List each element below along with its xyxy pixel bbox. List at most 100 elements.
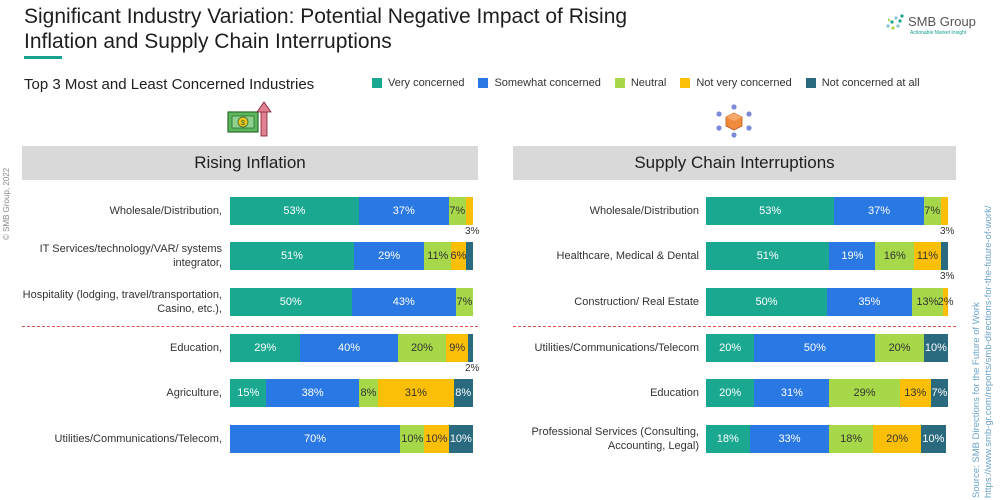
stacked-bar: 51% 29% 11% 6% bbox=[230, 242, 473, 270]
bar-segment bbox=[468, 334, 473, 362]
bar-segment: 19% bbox=[829, 242, 876, 270]
data-label: 2% bbox=[465, 363, 480, 374]
copyright-notice: © SMB Group, 2022 bbox=[2, 167, 11, 240]
bar-segment: 10% bbox=[923, 334, 948, 362]
category-label: Healthcare, Medical & Dental bbox=[556, 250, 699, 262]
data-label: 29% bbox=[254, 342, 277, 354]
source-line1: Source: SMB Directions for the Future of… bbox=[971, 302, 982, 498]
bar-segment bbox=[940, 197, 948, 225]
stacked-bar: 20% 31% 29% 13% 7% bbox=[706, 379, 948, 407]
data-label: 10% bbox=[922, 433, 945, 445]
legend-swatch bbox=[372, 78, 382, 88]
data-label: 37% bbox=[392, 205, 415, 217]
chart-subtitle: Top 3 Most and Least Concerned Industrie… bbox=[24, 76, 315, 93]
logo-dots-icon bbox=[886, 14, 904, 30]
supply-chain-group-divider bbox=[513, 326, 956, 327]
data-label: 70% bbox=[304, 433, 327, 445]
data-label: 3% bbox=[465, 226, 480, 237]
bar-segment: 10% bbox=[424, 425, 449, 453]
bar-segment: 15% bbox=[230, 379, 267, 407]
source-url[interactable]: https://www.smb-gr.com/reports/smb-direc… bbox=[983, 205, 994, 498]
data-label: 29% bbox=[853, 387, 876, 399]
category-label: Agriculture, bbox=[166, 387, 222, 399]
stacked-bar: 20% 50% 20% 10% bbox=[706, 334, 948, 362]
legend-label: Not concerned at all bbox=[821, 77, 920, 89]
data-label: 7% bbox=[924, 205, 941, 217]
category-label: Professional Services (Consulting, Accou… bbox=[531, 426, 699, 452]
data-label: 2% bbox=[937, 296, 954, 308]
data-label: 20% bbox=[719, 342, 742, 354]
data-label: 50% bbox=[755, 296, 778, 308]
bar-segment: 33% bbox=[749, 425, 830, 453]
bar-segment: 53% bbox=[706, 197, 835, 225]
legend-label: Somewhat concerned bbox=[494, 77, 601, 89]
data-label: 8% bbox=[360, 387, 377, 399]
bar-segment: 18% bbox=[829, 425, 873, 453]
inflation-panel-header: Rising Inflation bbox=[22, 146, 478, 180]
data-label: 10% bbox=[924, 342, 947, 354]
data-label: 53% bbox=[283, 205, 306, 217]
supply-chain-panel-header: Supply Chain Interruptions bbox=[513, 146, 956, 180]
bar-segment: 37% bbox=[358, 197, 449, 225]
chart-legend: Very concerned Somewhat concerned Neutral N… bbox=[372, 77, 920, 89]
data-label: 13% bbox=[916, 296, 939, 308]
bar-segment: 20% bbox=[706, 379, 755, 407]
data-label: 20% bbox=[886, 433, 909, 445]
data-label: 20% bbox=[719, 387, 742, 399]
bar-segment: 8% bbox=[453, 379, 473, 407]
stacked-bar: 50% 43% 7% bbox=[230, 288, 473, 316]
svg-text:$: $ bbox=[241, 120, 245, 127]
data-label: 9% bbox=[449, 342, 466, 354]
data-label: 7% bbox=[449, 205, 466, 217]
category-label: IT Services/technology/VAR/ systems inte… bbox=[39, 243, 222, 269]
legend-label: Not very concerned bbox=[696, 77, 792, 89]
bar-segment: 70% bbox=[230, 425, 401, 453]
data-label: 11% bbox=[916, 250, 938, 262]
bar-segment: 43% bbox=[351, 288, 456, 316]
bar-segment: 7% bbox=[455, 288, 473, 316]
money-rising-arrow-icon: $ bbox=[226, 100, 278, 145]
data-label: 3% bbox=[940, 271, 955, 282]
bar-segment bbox=[465, 197, 473, 225]
data-label: 50% bbox=[279, 296, 302, 308]
data-label: 31% bbox=[404, 387, 427, 399]
bar-segment: 29% bbox=[829, 379, 900, 407]
data-label: 18% bbox=[840, 433, 863, 445]
inflation-group-divider bbox=[22, 326, 478, 327]
stacked-bar: 53% 37% 7% bbox=[230, 197, 473, 225]
data-label: 51% bbox=[280, 250, 303, 262]
data-label: 51% bbox=[756, 250, 779, 262]
bar-segment: 50% bbox=[706, 288, 827, 316]
stacked-bar: 51% 19% 16% 11% bbox=[706, 242, 948, 270]
bar-segment: 6% bbox=[450, 242, 466, 270]
smb-group-logo: SMB Group Actionable Market Insight bbox=[884, 8, 984, 44]
source-note: Source: SMB Directions for the Future of… bbox=[971, 206, 995, 498]
bar-segment: 29% bbox=[230, 334, 301, 362]
stacked-bar: 18% 33% 18% 20% 10% bbox=[706, 425, 948, 453]
category-label: Wholesale/Distribution, bbox=[109, 205, 223, 217]
data-label: 10% bbox=[449, 433, 472, 445]
data-label: 19% bbox=[841, 250, 864, 262]
bar-segment bbox=[940, 242, 948, 270]
logo-text: SMB Group bbox=[908, 14, 976, 29]
title-accent-bar bbox=[24, 56, 62, 59]
legend-swatch bbox=[478, 78, 489, 88]
bar-segment: 2% bbox=[938, 288, 954, 316]
data-label: 18% bbox=[716, 433, 739, 445]
bar-segment: 9% bbox=[446, 334, 469, 362]
category-label: Utilities/Communications/Telecom bbox=[534, 342, 699, 354]
legend-label: Very concerned bbox=[388, 77, 465, 89]
stacked-bar: 15% 38% 8% 31% 8% bbox=[230, 379, 473, 407]
bar-segment: 18% bbox=[706, 425, 750, 453]
data-label: 13% bbox=[904, 387, 927, 399]
bar-segment: 11% bbox=[424, 242, 452, 270]
category-label: Utilities/Communications/Telecom, bbox=[54, 433, 223, 445]
bar-segment: 20% bbox=[875, 334, 924, 362]
data-label: 3% bbox=[940, 226, 955, 237]
category-label: Education, bbox=[170, 342, 222, 354]
data-label: 20% bbox=[888, 342, 911, 354]
stacked-bar: 29% 40% 20% 9% bbox=[230, 334, 473, 362]
bar-segment: 29% bbox=[353, 242, 425, 270]
stacked-bar: 50% 35% 13% 2% bbox=[706, 288, 954, 316]
bar-segment: 10% bbox=[448, 425, 473, 453]
